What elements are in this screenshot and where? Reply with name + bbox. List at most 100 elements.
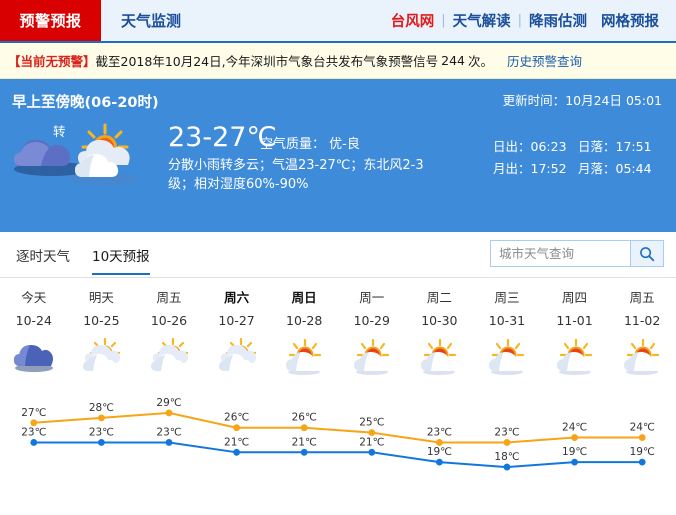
search-button[interactable] bbox=[630, 240, 664, 267]
data-point[interactable] bbox=[503, 439, 511, 446]
data-point-label: 23℃ bbox=[427, 426, 452, 438]
forecast-weekday-10-30: 周二 bbox=[426, 290, 452, 305]
data-point-label: 27℃ bbox=[21, 407, 46, 419]
data-point[interactable] bbox=[233, 448, 241, 456]
data-point[interactable] bbox=[30, 439, 38, 446]
sun-small-cloud-icon bbox=[488, 339, 525, 375]
moonrise-entry: 月出：17:52 bbox=[493, 158, 578, 180]
forecast-icon-cell-10-27 bbox=[203, 328, 271, 386]
data-point[interactable] bbox=[436, 458, 443, 466]
tab-ten-day-forecast[interactable]: 10天预报 bbox=[92, 245, 150, 275]
data-point-label: 25℃ bbox=[359, 417, 384, 429]
data-point[interactable] bbox=[165, 439, 173, 446]
alert-banner: 【当前无预警】 截至2018年10月24日,今年深圳市气象台共发布气象预警信号 … bbox=[0, 43, 676, 79]
sun-small-cloud-icon bbox=[286, 339, 322, 375]
forecast-date-10-29: 10-29 bbox=[353, 313, 390, 328]
data-point[interactable] bbox=[98, 439, 105, 446]
sunset-value: 17:51 bbox=[615, 139, 652, 154]
sun-small-cloud-icon bbox=[624, 339, 660, 375]
data-point-label: 23℃ bbox=[156, 426, 181, 438]
sun-behind-cloud-icon bbox=[83, 338, 121, 371]
forecast-weekday-10-24: 今天 bbox=[21, 290, 47, 305]
nav-separator-2: | bbox=[517, 13, 522, 28]
data-point[interactable] bbox=[165, 409, 173, 417]
data-point[interactable] bbox=[300, 448, 308, 456]
forecast-weekday-row: 今天 明天 周五 周六 周日 周一 周二 周三 周四 周五 bbox=[0, 278, 676, 306]
data-point[interactable] bbox=[638, 458, 646, 466]
forecast-tab-bar: 逐时天气 10天预报 bbox=[0, 232, 676, 278]
sunset-label: 日落： bbox=[578, 139, 616, 154]
data-point[interactable] bbox=[30, 419, 38, 427]
data-point[interactable] bbox=[233, 424, 241, 432]
nav-item-forecast-warning[interactable]: 预警预报 bbox=[0, 0, 101, 41]
data-point[interactable] bbox=[98, 414, 105, 422]
data-point-label: 23℃ bbox=[494, 426, 519, 438]
data-point-label: 23℃ bbox=[21, 426, 46, 438]
update-time-block: 更新时间：10月24日 05:01 bbox=[503, 90, 662, 109]
top-navigation-bar: 预警预报 天气监测 台风网 | 天气解读 | 降雨估测 网格预报 bbox=[0, 0, 676, 43]
data-point[interactable] bbox=[368, 448, 376, 456]
sun-small-cloud-icon bbox=[556, 339, 592, 375]
sunset-entry: 日落：17:51 bbox=[578, 136, 662, 158]
forecast-icon-cell-10-29 bbox=[338, 328, 406, 386]
data-point-label: 21℃ bbox=[359, 436, 384, 448]
tab-list: 逐时天气 10天预报 bbox=[16, 245, 172, 275]
forecast-icon-cell-11-02 bbox=[608, 328, 676, 386]
data-point[interactable] bbox=[300, 424, 308, 432]
data-point[interactable] bbox=[503, 463, 511, 471]
moonrise-value: 17:52 bbox=[530, 161, 567, 176]
air-quality-value: 优-良 bbox=[329, 137, 360, 152]
nav-item-typhoon[interactable]: 台风网 bbox=[390, 14, 435, 30]
forecast-icon-cell-10-25 bbox=[68, 328, 136, 386]
forecast-icon-cell-11-01 bbox=[541, 328, 609, 386]
weather-description: 分散小雨转多云；气温23-27℃；东北风2-3级；相对湿度60%-90% bbox=[168, 158, 424, 192]
forecast-date-row: 10-24 10-25 10-26 10-27 10-28 10-29 10-30 10-31… bbox=[0, 306, 676, 328]
nav-item-rainfall-estimate[interactable]: 降雨估测 bbox=[529, 14, 587, 30]
data-point-label: 21℃ bbox=[224, 436, 249, 448]
forecast-weekday-10-29: 周一 bbox=[359, 290, 385, 305]
tab-hourly-weather[interactable]: 逐时天气 bbox=[16, 249, 70, 265]
data-point[interactable] bbox=[368, 429, 376, 437]
nav-item-weather-monitor[interactable]: 天气监测 bbox=[121, 12, 182, 30]
forecast-icon-cell-10-31 bbox=[473, 328, 541, 386]
data-point-label: 19℃ bbox=[630, 446, 655, 458]
sun-behind-cloud-icon bbox=[71, 123, 139, 185]
forecast-period-label: 早上至傍晚(06-20时) bbox=[12, 95, 159, 111]
data-point-label: 23℃ bbox=[89, 426, 114, 438]
nav-item-grid-forecast[interactable]: 网格预报 bbox=[601, 14, 659, 30]
forecast-date-10-28: 10-28 bbox=[286, 313, 323, 328]
sun-small-cloud-icon bbox=[421, 339, 457, 375]
alert-history-link[interactable]: 历史预警查询 bbox=[507, 54, 583, 69]
search-input[interactable] bbox=[490, 240, 630, 267]
forecast-icon-cell-10-30 bbox=[406, 328, 474, 386]
air-quality-label: 空气质量： bbox=[260, 137, 326, 152]
sun-behind-cloud-icon bbox=[150, 338, 189, 371]
forecast-date-10-25: 10-25 bbox=[83, 313, 120, 328]
search-icon bbox=[640, 246, 655, 261]
weather-transition-label: 转 bbox=[53, 124, 66, 139]
forecast-weekday-10-28: 周日 bbox=[291, 290, 317, 305]
low-temperature-series: 23℃ 23℃ 23℃ 21℃ 21℃ 21℃ 19℃ 18℃ 19℃ 19℃ bbox=[21, 426, 655, 471]
sunrise-label: 日出： bbox=[493, 139, 531, 154]
sunrise-entry: 日出：06:23 bbox=[493, 136, 578, 158]
data-point-label: 21℃ bbox=[292, 436, 317, 448]
alert-status-tag: 【当前无预警】 bbox=[8, 54, 96, 69]
data-point[interactable] bbox=[436, 439, 443, 446]
sun-behind-cloud-icon bbox=[218, 338, 256, 371]
nav-item-weather-interpretation[interactable]: 天气解读 bbox=[452, 14, 511, 30]
update-time-label: 更新时间： bbox=[502, 93, 566, 108]
data-point[interactable] bbox=[571, 434, 578, 441]
forecast-icon-cell-10-24 bbox=[0, 328, 68, 386]
data-point-label: 18℃ bbox=[494, 451, 519, 463]
forecast-weekday-10-26: 周五 bbox=[156, 290, 182, 305]
sun-moon-times: 日出：06:23 日落：17:51 月出：17:52 月落：05:44 bbox=[493, 136, 662, 180]
data-point[interactable] bbox=[638, 434, 646, 441]
data-point[interactable] bbox=[571, 458, 578, 466]
data-point-label: 19℃ bbox=[562, 446, 587, 458]
temperature-line bbox=[33, 441, 643, 469]
forecast-date-10-27: 10-27 bbox=[218, 313, 255, 328]
city-search-box bbox=[490, 240, 664, 267]
forecast-weekday-11-01: 周四 bbox=[562, 290, 588, 305]
data-point-label: 26℃ bbox=[292, 412, 317, 424]
alert-message-suffix: 次。 bbox=[467, 54, 493, 69]
